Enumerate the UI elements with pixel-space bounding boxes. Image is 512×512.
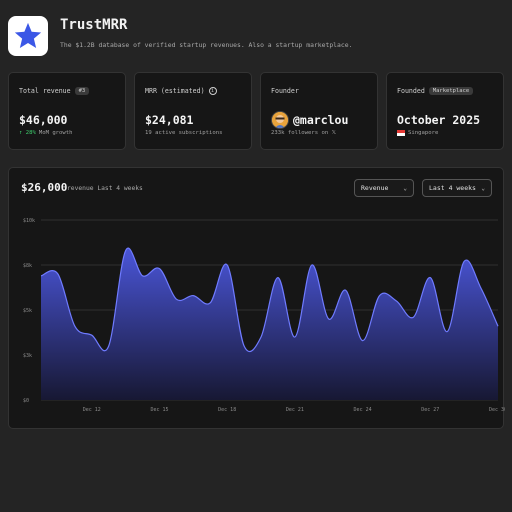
range-select-value: Last 4 weeks <box>429 184 476 192</box>
metric-select[interactable]: Revenue ⌄ <box>354 179 414 197</box>
total-revenue-label: Total revenue <box>19 87 71 95</box>
founded-date: October 2025 <box>397 113 481 127</box>
app-logo[interactable] <box>8 16 48 56</box>
avatar[interactable] <box>271 111 289 129</box>
singapore-flag-icon <box>397 130 405 136</box>
total-revenue-card: Total revenue #3 $46,000 ↑ 28% MoM growt… <box>8 72 126 150</box>
revenue-area <box>41 248 498 400</box>
y-tick-label: $3k <box>23 353 32 359</box>
x-tick-label: Dec 24 <box>354 407 372 413</box>
founded-label: Founded <box>397 87 425 95</box>
x-tick-label: Dec 30 <box>489 407 505 413</box>
subscriptions-count: 19 active subscriptions <box>145 130 223 136</box>
founder-label: Founder <box>271 87 299 95</box>
x-tick-label: Dec 27 <box>421 407 439 413</box>
x-tick-label: Dec 12 <box>83 407 101 413</box>
marketplace-badge[interactable]: Marketplace <box>428 87 474 95</box>
info-icon[interactable]: i <box>208 87 217 95</box>
revenue-area-chart[interactable]: $0 $3k $5k $8k $10k Dec 12 Dec 15 Dec 18 Dec 21… <box>9 168 505 430</box>
chevron-down-icon: ⌄ <box>481 184 485 192</box>
mrr-card: MRR (estimated) i $24,081 19 active subs… <box>134 72 252 150</box>
x-tick-label: Dec 18 <box>218 407 236 413</box>
range-select[interactable]: Last 4 weeks ⌄ <box>422 179 492 197</box>
x-tick-label: Dec 21 <box>286 407 304 413</box>
period-total: $26,000 <box>21 181 68 194</box>
app-subtitle: The $1.2B database of verified startup r… <box>60 41 353 49</box>
x-tick-label: Dec 15 <box>150 407 168 413</box>
revenue-line <box>40 247 499 353</box>
followers-count: 233k followers on 𝕏 <box>271 130 337 136</box>
y-tick-label: $10k <box>23 218 35 224</box>
location: Singapore <box>408 130 439 136</box>
y-tick-label: $8k <box>23 263 32 269</box>
y-tick-label: $5k <box>23 308 32 314</box>
rank-badge: #3 <box>74 87 90 95</box>
founder-handle[interactable]: @marclou <box>293 113 349 127</box>
metric-select-value: Revenue <box>361 184 389 192</box>
founded-card: Founded Marketplace October 2025 Singapo… <box>386 72 504 150</box>
growth-label: MoM growth <box>38 130 73 136</box>
star-icon <box>14 22 42 48</box>
app-title: TrustMRR <box>60 17 128 33</box>
mrr-label: MRR (estimated) <box>145 87 205 95</box>
founder-card[interactable]: Founder @marclou 233k followers on 𝕏 <box>260 72 378 150</box>
revenue-chart-panel: $26,000 revenue Last 4 weeks Revenue ⌄ L… <box>8 167 505 430</box>
growth-value: ↑ 28% <box>19 130 36 136</box>
avatar-image <box>272 112 288 128</box>
y-tick-label: $0 <box>23 398 29 404</box>
period-description: revenue Last 4 weeks <box>67 185 143 192</box>
mrr-value: $24,081 <box>145 113 194 127</box>
chevron-down-icon: ⌄ <box>403 184 407 192</box>
total-revenue-value: $46,000 <box>19 113 68 127</box>
